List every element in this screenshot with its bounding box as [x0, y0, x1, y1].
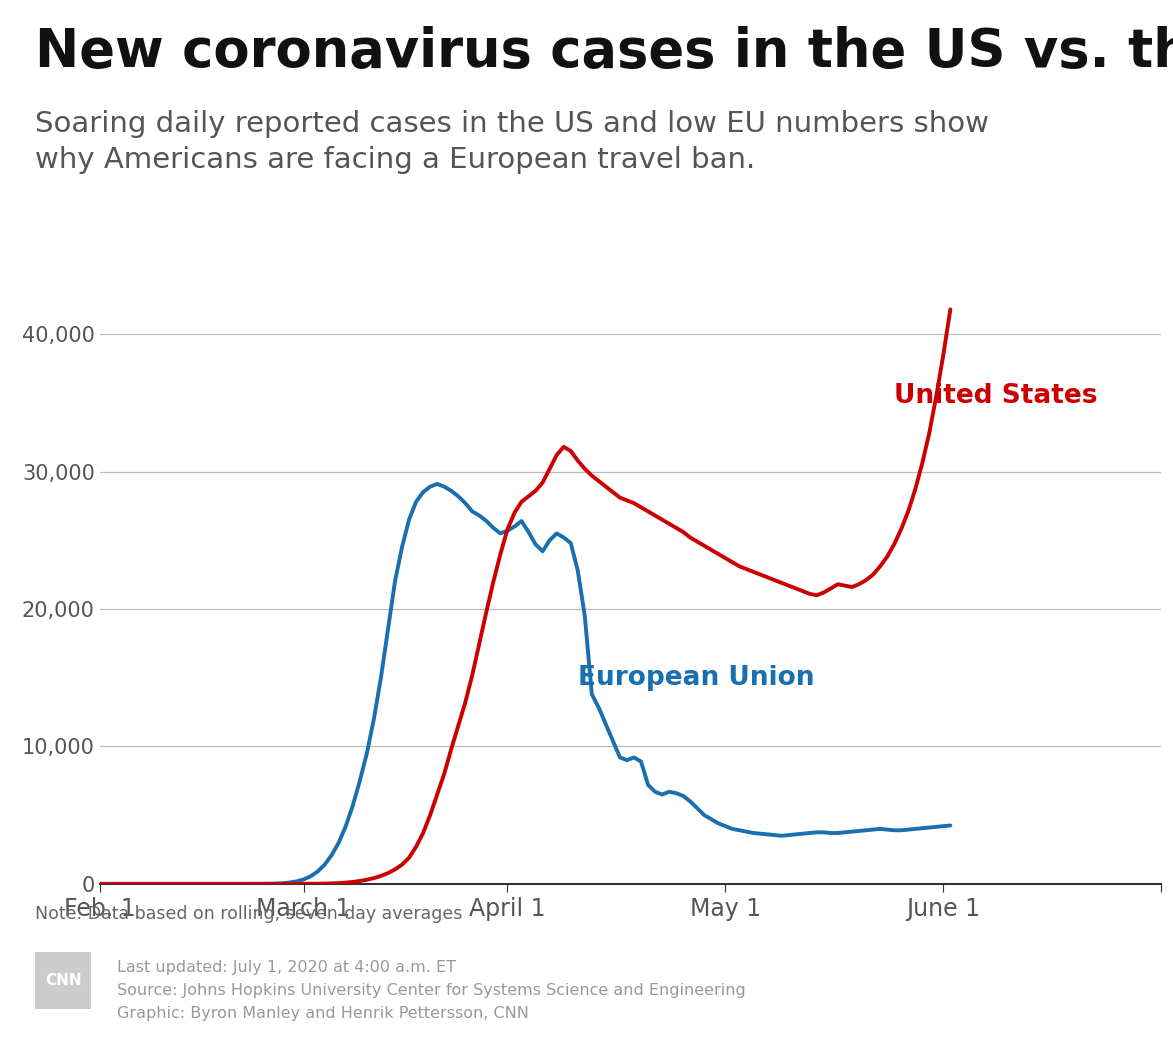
Text: Soaring daily reported cases in the US and low EU numbers show
why Americans are: Soaring daily reported cases in the US a… [35, 110, 989, 174]
Text: Last updated: July 1, 2020 at 4:00 a.m. ET
Source: Johns Hopkins University Cent: Last updated: July 1, 2020 at 4:00 a.m. … [117, 960, 746, 1021]
Text: CNN: CNN [45, 973, 82, 988]
Text: European Union: European Union [578, 664, 814, 690]
Text: New coronavirus cases in the US vs. the EU: New coronavirus cases in the US vs. the … [35, 26, 1173, 78]
Text: Note: Data based on rolling, seven-day averages: Note: Data based on rolling, seven-day a… [35, 905, 462, 923]
Text: United States: United States [894, 383, 1098, 409]
